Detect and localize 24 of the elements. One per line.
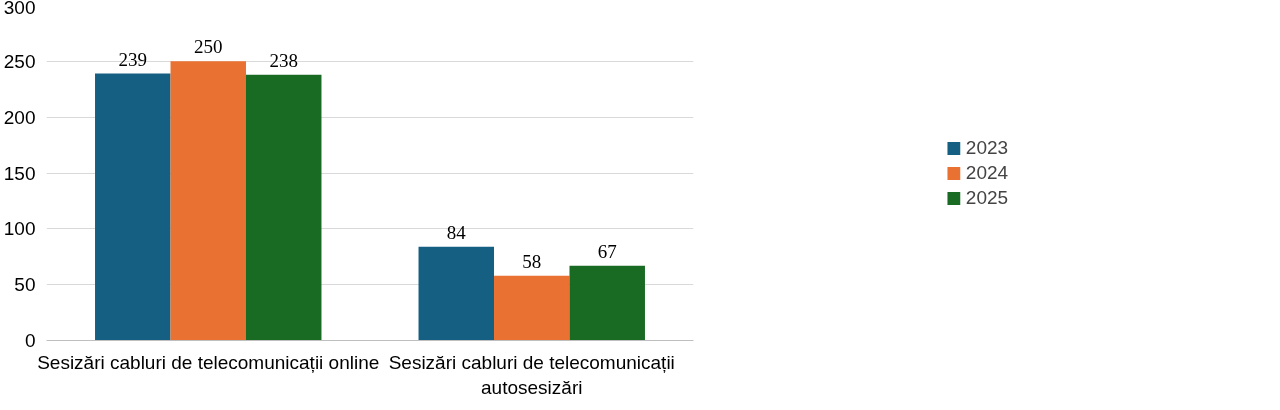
data-label: 250 [194,36,223,58]
y-tick-label: 300 [3,0,36,18]
y-tick-label: 200 [3,106,36,128]
data-label: 58 [522,250,542,272]
data-label: 239 [118,48,148,70]
x-tick-label: Sesizări cabluri de telecomunicații autosesizări [388,351,675,398]
bar [569,265,645,341]
y-tick-label: 150 [3,162,36,184]
y-tick-label: 100 [3,218,36,240]
data-label: 67 [597,240,617,262]
legend-label: 2024 [965,161,1009,184]
bar [494,275,570,341]
legend-label: 2025 [965,186,1009,209]
y-tick-label: 0 [24,330,36,351]
x-tick-label: Sesizări cabluri de telecomunicații online [37,351,380,373]
y-tick-label: 50 [14,274,36,296]
bar [245,74,322,341]
bar [418,246,495,341]
data-label: 238 [269,49,298,71]
legend-label: 2023 [965,136,1009,159]
bar [170,61,246,341]
y-tick-label: 250 [3,50,36,72]
bar [95,73,171,341]
data-label: 84 [446,221,467,243]
